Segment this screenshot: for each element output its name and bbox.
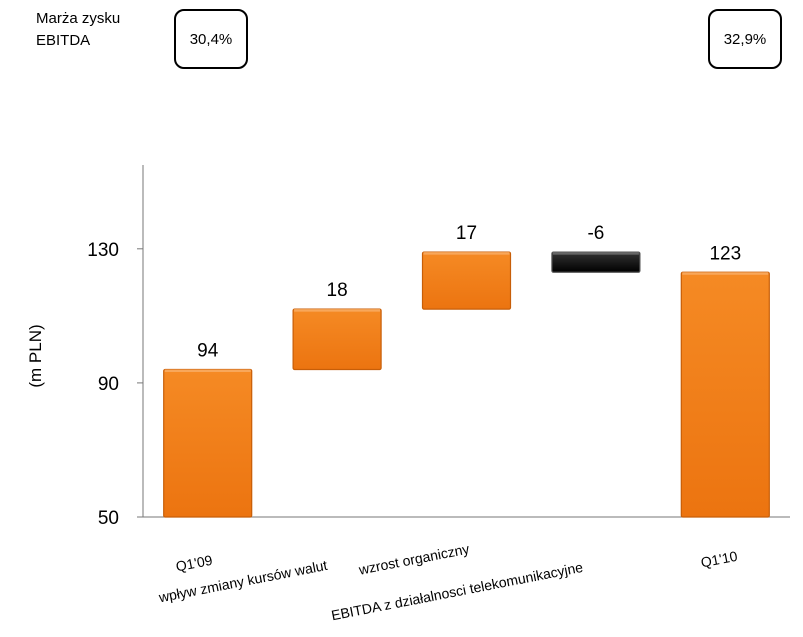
bar-value-label: -6	[587, 223, 604, 244]
margin-label-line1: Marża zysku	[36, 10, 121, 27]
bar	[421, 251, 512, 310]
y-axis-label: (m PLN)	[26, 324, 45, 387]
margin-label-line2: EBITDA	[36, 32, 91, 49]
bar-value-label: 17	[456, 223, 477, 244]
bar-value-label: 123	[709, 243, 741, 264]
y-tick-label: 90	[98, 374, 119, 395]
bar-highlight	[164, 369, 251, 372]
bar	[292, 308, 382, 371]
bar	[680, 271, 770, 518]
margin-start-box: 30,4%	[174, 9, 248, 69]
margin-end-box: 32,9%	[708, 9, 782, 69]
bar	[551, 251, 641, 273]
bar-value-label: 94	[197, 340, 219, 361]
category-label: Q1'10	[699, 548, 739, 571]
category-label: Q1'09	[174, 552, 214, 575]
y-tick-label: 130	[87, 240, 119, 261]
bar-highlight	[552, 252, 639, 255]
bar-highlight	[423, 252, 510, 255]
bar-highlight	[294, 309, 381, 312]
y-tick-label: 50	[98, 508, 119, 529]
bar-highlight	[682, 272, 769, 275]
margin-label: Marża zysku EBITDA	[36, 8, 120, 52]
bar	[163, 368, 253, 518]
bar-value-label: 18	[327, 280, 348, 301]
category-label: wzrost organiczny	[357, 541, 471, 578]
